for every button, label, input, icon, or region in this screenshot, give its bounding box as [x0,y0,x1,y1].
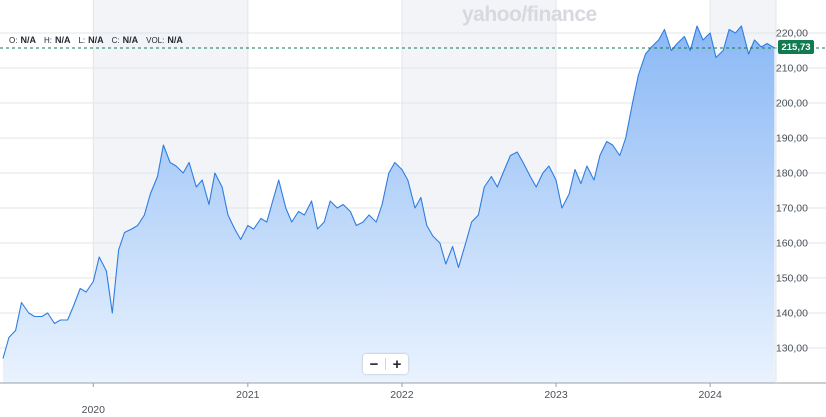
y-tick-label: 190,00 [776,133,808,145]
ohlc-legend: O: N/A H: N/A L: N/A C: N/A VOL: N/A [9,35,183,45]
y-tick-label: 130,00 [776,343,808,355]
y-tick-label: 220,00 [776,28,808,40]
yahoo-finance-watermark: yahoo/finance [462,3,597,26]
zoom-divider [385,358,386,370]
y-tick-label: 150,00 [776,273,808,285]
x-tick-label: 2024 [698,389,722,401]
price-area-layer [2,25,775,383]
y-tick-label: 140,00 [776,308,808,320]
zoom-in-button[interactable]: + [392,355,402,373]
x-tick-label: 2022 [390,389,414,401]
last-price-badge: 215,73 [778,40,814,54]
y-tick-label: 170,00 [776,203,808,215]
y-tick-label: 210,00 [776,63,808,75]
zoom-out-button[interactable]: − [369,355,379,373]
y-tick-label: 180,00 [776,168,808,180]
axes [0,0,826,387]
x-tick-label: 2023 [544,389,568,401]
price-line [2,25,775,359]
x-axis-labels: 2020 2021 2022 2023 2024 [82,389,722,416]
y-tick-label: 200,00 [776,98,808,110]
price-area [3,26,775,383]
y-axis-labels: 130,00 140,00 150,00 160,00 170,00 180,00 190,… [776,28,808,355]
zoom-controls: − + [363,354,408,374]
x-tick-label: 2021 [236,389,260,401]
x-tick-label: 2020 [82,404,106,416]
ohlc-close: C: N/A [111,35,139,45]
ohlc-open: O: N/A [9,35,36,45]
ohlc-high: H: N/A [43,35,71,45]
y-tick-label: 160,00 [776,238,808,250]
ohlc-volume: VOL: N/A [146,35,183,45]
ohlc-low: L: N/A [78,35,104,45]
